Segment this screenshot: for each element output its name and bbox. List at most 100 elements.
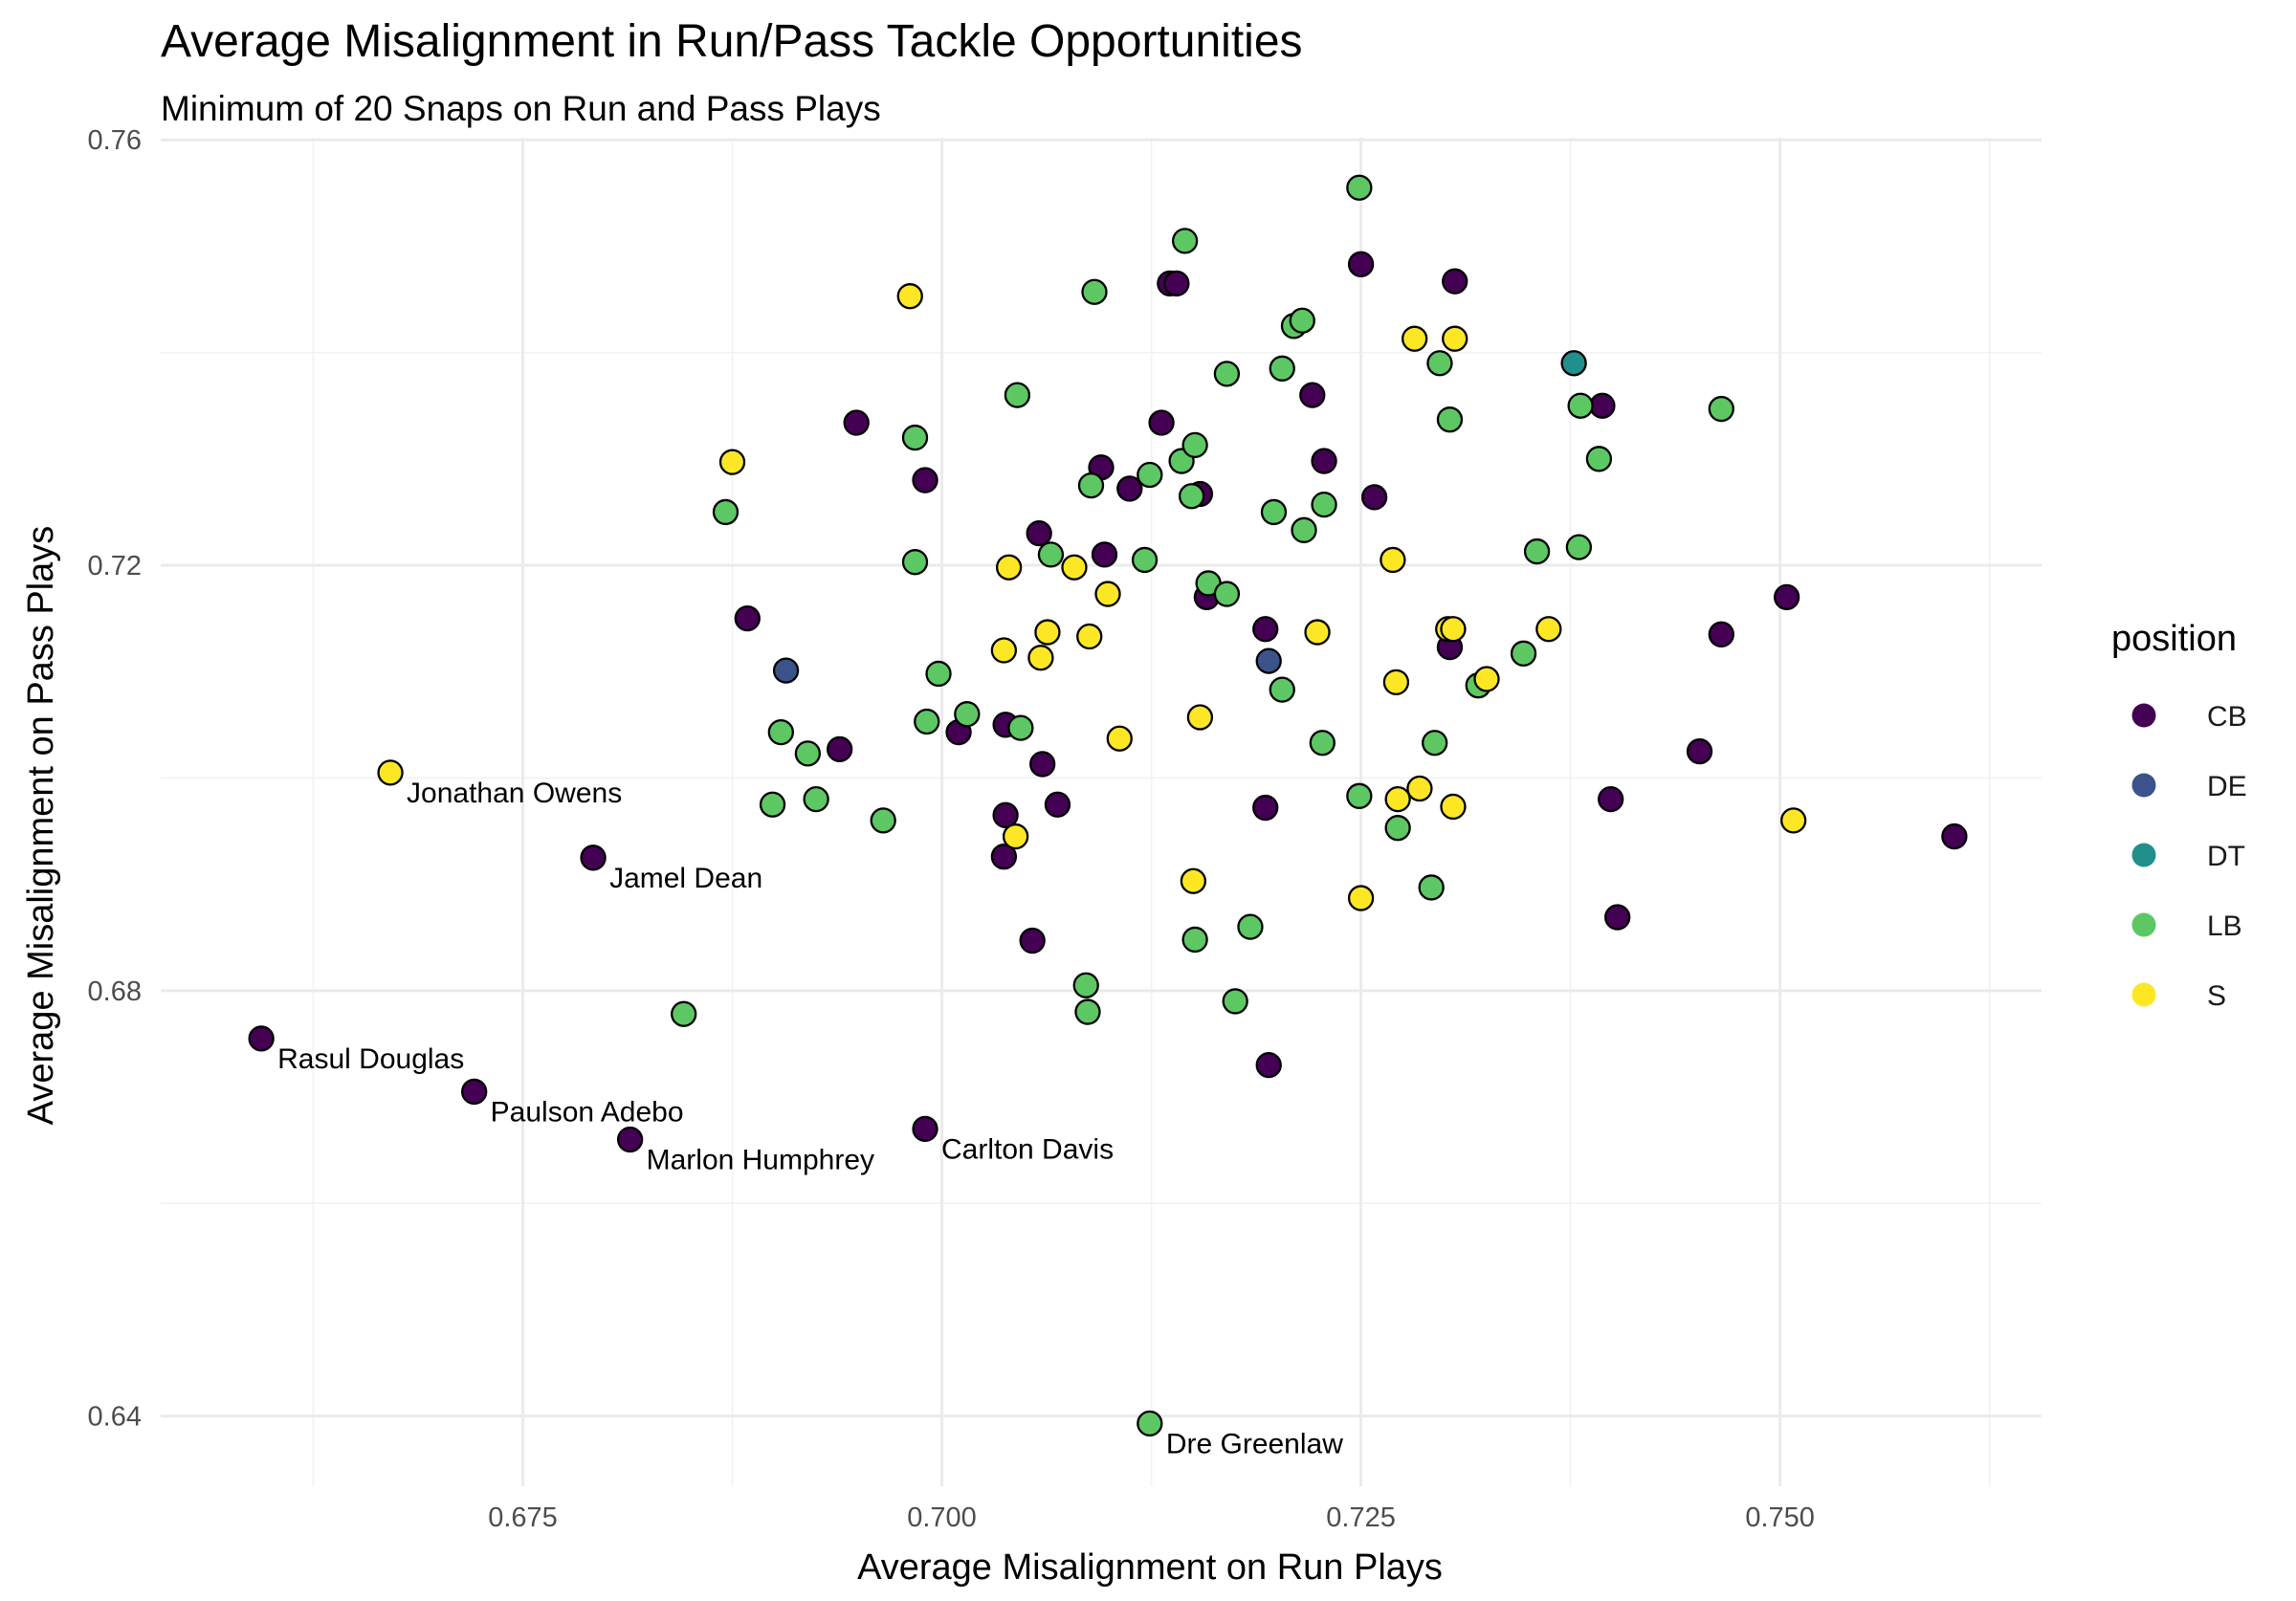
data-point-lb [803, 786, 829, 813]
data-point-s [1473, 666, 1500, 692]
chart-title: Average Misalignment in Run/Pass Tackle … [161, 16, 1303, 67]
data-point-lb [1074, 998, 1101, 1025]
data-point-s [1180, 867, 1207, 894]
data-point-cb [1163, 270, 1190, 296]
data-point-lb [1037, 541, 1065, 568]
data-point-lb [1181, 926, 1208, 954]
data-point-lb [759, 791, 786, 818]
data-point-lb [1436, 406, 1464, 433]
data-point-s [995, 554, 1023, 581]
data-point-s [1347, 885, 1375, 911]
legend-label: S [2207, 980, 2226, 1012]
data-point-de [772, 657, 800, 684]
data-point-cb [1252, 794, 1279, 822]
data-point-lb [1213, 361, 1241, 387]
data-point-lb [671, 1000, 697, 1027]
data-point-cb [1686, 737, 1713, 765]
data-point-s [718, 449, 746, 475]
point-label: Jamel Dean [609, 863, 762, 894]
data-point-cb [1604, 904, 1631, 931]
point-label: Marlon Humphrey [647, 1144, 874, 1175]
data-point-lb [1384, 815, 1411, 842]
data-point-lb [954, 701, 981, 728]
data-point-lb [1081, 278, 1108, 305]
data-point-lb [925, 660, 952, 688]
data-point-lb [1260, 498, 1288, 526]
data-point-de [1255, 647, 1282, 674]
data-point-s [1186, 704, 1214, 731]
data-point-lb [1708, 395, 1734, 423]
data-point-cb [616, 1126, 644, 1153]
data-point-lb [1213, 581, 1241, 607]
data-point-cb [912, 467, 938, 493]
data-point-cb [843, 409, 870, 436]
data-point-cb [1044, 791, 1071, 818]
data-point-lb [914, 708, 940, 735]
y-tick-label: 0.68 [88, 976, 142, 1007]
data-point-lb [1181, 431, 1208, 459]
data-point-s [377, 759, 404, 786]
point-labels: Rasul Douglas Paulson Adebo Marlon Humphre… [277, 778, 1343, 1460]
data-point-s [1535, 616, 1562, 643]
data-point-cb [1148, 409, 1175, 436]
data-point-s [1076, 623, 1103, 650]
legend-key-cb [2131, 703, 2156, 728]
data-point-cb [1589, 392, 1616, 419]
data-point-s [896, 283, 923, 310]
data-point-lb [901, 424, 929, 451]
data-point-s [1440, 616, 1467, 643]
data-point-lb [1291, 516, 1317, 543]
data-point-lb [1346, 782, 1373, 809]
y-tick-label: 0.64 [88, 1402, 142, 1433]
x-tick-label: 0.750 [1745, 1502, 1815, 1533]
legend-title: position [2111, 619, 2237, 659]
legend-label: LB [2207, 910, 2242, 942]
chart-subtitle: Minimum of 20 Snaps on Run and Pass Play… [161, 89, 881, 128]
point-label: Paulson Adebo [491, 1096, 684, 1128]
data-point-lb [1426, 350, 1453, 377]
data-point-cb [1774, 583, 1800, 611]
data-point-s [1106, 725, 1133, 752]
legend-label: DE [2207, 771, 2247, 802]
data-point-lb [1309, 730, 1336, 757]
y-tick-label: 0.72 [88, 551, 142, 581]
data-point-s [1780, 807, 1807, 834]
data-points [248, 174, 1968, 1437]
point-label: Carlton Davis [941, 1133, 1114, 1165]
data-point-lb [1565, 534, 1593, 560]
data-point-s [1440, 793, 1467, 821]
point-label: Rasul Douglas [277, 1043, 464, 1075]
data-point-cb [992, 801, 1019, 828]
data-point-dt [1560, 350, 1587, 377]
data-point-lb [767, 718, 794, 746]
data-point-lb [1077, 472, 1105, 499]
y-axis-ticks: 0.64 0.68 0.72 0.76 [88, 125, 142, 1432]
data-point-cb [1029, 751, 1056, 778]
legend-key-lb [2131, 912, 2156, 937]
data-point-s [1402, 325, 1428, 352]
data-point-lb [1178, 483, 1205, 510]
data-point-cb [1360, 484, 1388, 511]
data-point-cb [1252, 616, 1279, 643]
legend-key-s [2131, 982, 2156, 1007]
data-point-cb [580, 844, 607, 871]
data-point-cb [1255, 1052, 1282, 1079]
data-point-cb [1598, 786, 1624, 813]
data-point-s [1442, 325, 1468, 352]
data-point-lb [1222, 988, 1248, 1015]
plot-grid [161, 138, 2042, 1486]
data-point-s [1384, 786, 1411, 813]
y-tick-label: 0.76 [88, 125, 142, 156]
data-point-lb [1269, 676, 1295, 703]
legend-label: DT [2207, 841, 2245, 872]
data-point-s [1094, 581, 1121, 607]
data-point-cb [461, 1078, 488, 1106]
data-point-cb [1347, 251, 1375, 277]
x-tick-label: 0.700 [907, 1502, 977, 1533]
data-point-s [1382, 669, 1410, 695]
data-point-lb [1418, 874, 1445, 901]
point-label: Jonathan Owens [407, 778, 622, 809]
point-label: Dre Greenlaw [1166, 1428, 1343, 1459]
data-point-lb [1346, 174, 1373, 201]
data-point-cb [1941, 822, 1968, 850]
